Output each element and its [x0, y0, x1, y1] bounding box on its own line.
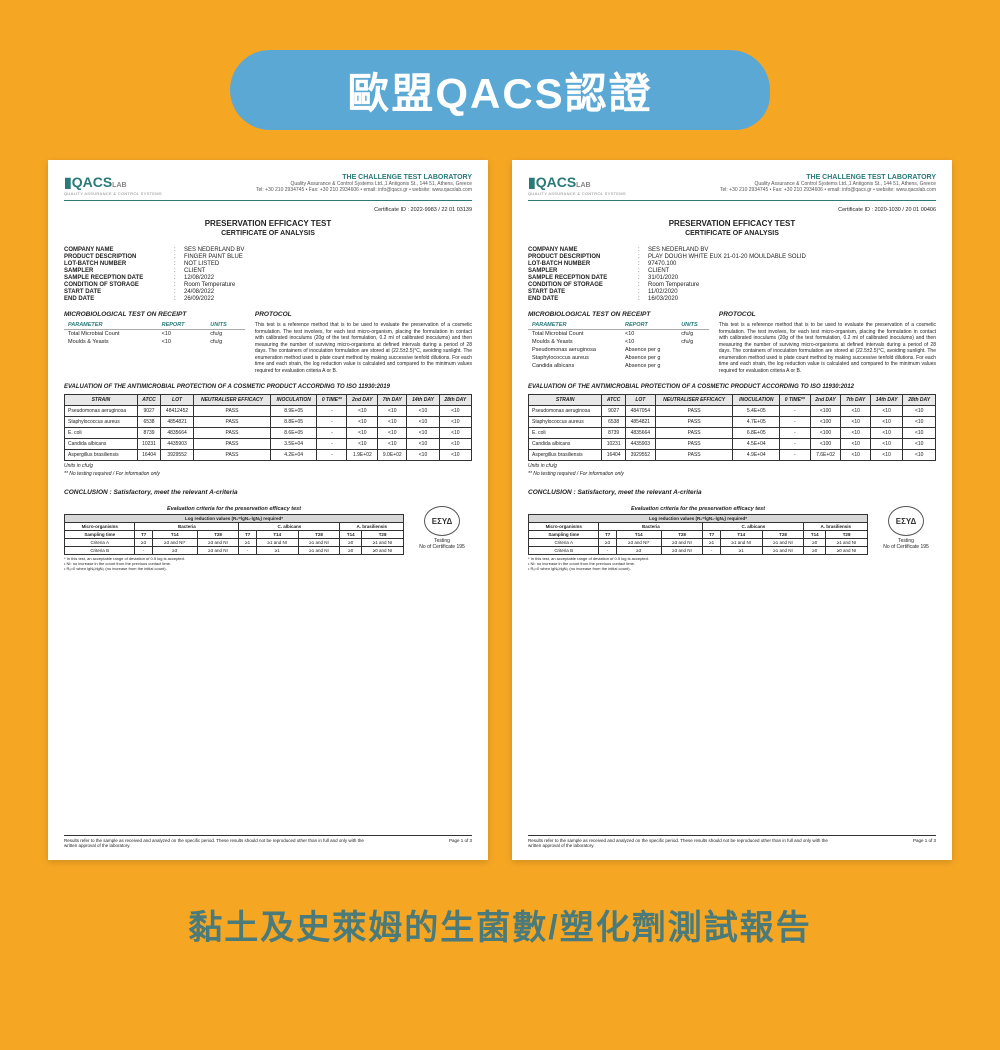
criteria-section: Evaluation criteria for the preservation… — [64, 506, 472, 571]
eval-table: STRAINATCCLOTNEUTRALISER EFFICACYINOCULA… — [528, 394, 936, 461]
info-row: SAMPLER:CLIENT — [64, 268, 472, 274]
micro-header: MICROBIOLOGICAL TEST ON RECEIPT — [528, 311, 709, 318]
protocol-text: This test is a reference method that is … — [255, 322, 472, 374]
protocol-header: PROTOCOL — [719, 311, 936, 319]
info-row: LOT-BATCH NUMBER:NOT LISTED — [64, 261, 472, 267]
cert-header: ▮QACSLAB QUALITY ASSURANCE & CONTROL SYS… — [528, 174, 936, 201]
info-row: PRODUCT DESCRIPTION:FINGER PAINT BLUE — [64, 254, 472, 260]
cert-footer: Results refer to the sample as received … — [528, 835, 936, 848]
protocol-text: This test is a reference method that is … — [719, 322, 936, 374]
micro-table: PARAMETERREPORTUNITS Total Microbial Cou… — [528, 321, 709, 370]
info-row: COMPANY NAME:SES NEDERLAND BV — [64, 247, 472, 253]
cert-main-title: PRESERVATION EFFICACY TEST — [64, 219, 472, 228]
lab-address: THE CHALLENGE TEST LABORATORY Quality As… — [256, 174, 472, 196]
title-banner: 歐盟QACS認證 — [230, 50, 770, 130]
micro-table: PARAMETERREPORTUNITS Total Microbial Cou… — [64, 321, 245, 346]
esyd-icon: ΕΣΥΔ — [424, 506, 460, 536]
info-row: LOT-BATCH NUMBER:97470.100 — [528, 261, 936, 267]
esyd-badge: ΕΣΥΔ Testing No of Certificate 195 — [412, 506, 472, 550]
criteria-note: * In this test, an acceptable range of d… — [64, 557, 404, 571]
cert-sub-title: CERTIFICATE OF ANALYSIS — [528, 230, 936, 237]
info-row: END DATE:16/03/2020 — [528, 296, 936, 302]
criteria-section: Evaluation criteria for the preservation… — [528, 506, 936, 571]
qacs-logo: ▮QACSLAB QUALITY ASSURANCE & CONTROL SYS… — [528, 174, 626, 196]
info-row: SAMPLER:CLIENT — [528, 268, 936, 274]
criteria-table: Log reduction values (R₀=lgN₀-lgNₓ) requ… — [64, 514, 404, 555]
certificates-row: ▮QACSLAB QUALITY ASSURANCE & CONTROL SYS… — [0, 150, 1000, 870]
eval-table: STRAINATCCLOTNEUTRALISER EFFICACYINOCULA… — [64, 394, 472, 461]
info-row: CONDITION OF STORAGE:Room Temperature — [528, 282, 936, 288]
testing-note: ** No testing required / For information… — [64, 471, 472, 477]
esyd-badge: ΕΣΥΔ Testing No of Certificate 195 — [876, 506, 936, 550]
cert-main-title: PRESERVATION EFFICACY TEST — [528, 219, 936, 228]
certificate-2: ▮QACSLAB QUALITY ASSURANCE & CONTROL SYS… — [512, 160, 952, 860]
criteria-table: Log reduction values (R₀=lgN₀-lgNₓ) requ… — [528, 514, 868, 555]
info-row: COMPANY NAME:SES NEDERLAND BV — [528, 247, 936, 253]
criteria-note: * In this test, an acceptable range of d… — [528, 557, 868, 571]
info-row: START DATE:11/02/2020 — [528, 289, 936, 295]
info-row: PRODUCT DESCRIPTION:PLAY DOUGH WHITE EUX… — [528, 254, 936, 260]
bottom-caption: 黏土及史萊姆的生菌數/塑化劑測試報告 — [0, 900, 1000, 949]
protocol-header: PROTOCOL — [255, 311, 472, 319]
info-row: START DATE:24/08/2022 — [64, 289, 472, 295]
units-note: Units in cfu/g — [64, 463, 472, 469]
certificate-id: Certificate ID : 2022-9983 / 22 01 03139 — [64, 207, 472, 213]
cert-footer: Results refer to the sample as received … — [64, 835, 472, 848]
eval-header: EVALUATION OF THE ANTIMICROBIAL PROTECTI… — [64, 384, 472, 390]
cert-sub-title: CERTIFICATE OF ANALYSIS — [64, 230, 472, 237]
eval-header: EVALUATION OF THE ANTIMICROBIAL PROTECTI… — [528, 384, 936, 390]
info-row: SAMPLE RECEPTION DATE:12/08/2022 — [64, 275, 472, 281]
conclusion: CONCLUSION : Satisfactory, meet the rele… — [64, 489, 472, 496]
testing-note: ** No testing required / For information… — [528, 471, 936, 477]
cert-header: ▮QACSLAB QUALITY ASSURANCE & CONTROL SYS… — [64, 174, 472, 201]
info-row: SAMPLE RECEPTION DATE:31/01/2020 — [528, 275, 936, 281]
certificate-id: Certificate ID : 2020-1030 / 20 01 00406 — [528, 207, 936, 213]
info-row: END DATE:26/09/2022 — [64, 296, 472, 302]
lab-address: THE CHALLENGE TEST LABORATORY Quality As… — [720, 174, 936, 196]
conclusion: CONCLUSION : Satisfactory, meet the rele… — [528, 489, 936, 496]
units-note: Units in cfu/g — [528, 463, 936, 469]
qacs-logo: ▮QACSLAB QUALITY ASSURANCE & CONTROL SYS… — [64, 174, 162, 196]
info-row: CONDITION OF STORAGE:Room Temperature — [64, 282, 472, 288]
certificate-1: ▮QACSLAB QUALITY ASSURANCE & CONTROL SYS… — [48, 160, 488, 860]
esyd-icon: ΕΣΥΔ — [888, 506, 924, 536]
micro-header: MICROBIOLOGICAL TEST ON RECEIPT — [64, 311, 245, 318]
